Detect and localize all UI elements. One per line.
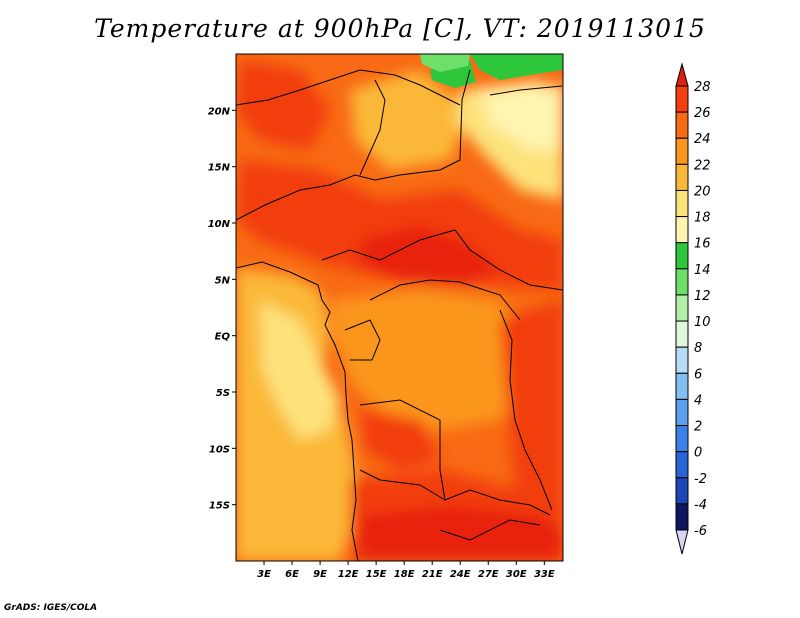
colorbar-bottom-arrow bbox=[675, 529, 689, 555]
colorbar-label: 26 bbox=[694, 106, 711, 121]
colorbar-band bbox=[675, 346, 689, 374]
lon-tick-label: 6E bbox=[285, 569, 299, 580]
temperature-field bbox=[236, 54, 563, 561]
colorbar-label: 0 bbox=[694, 446, 702, 461]
colorbar-band bbox=[675, 111, 689, 139]
colorbar-label: 24 bbox=[694, 132, 711, 147]
field-sahel-core bbox=[360, 225, 500, 285]
lon-tick-label: 18E bbox=[394, 569, 415, 580]
lon-tick-label: 21E bbox=[422, 569, 443, 580]
map-frame bbox=[235, 53, 564, 562]
field-angola-hot bbox=[360, 410, 440, 470]
colorbar-band bbox=[675, 137, 689, 165]
colorbar-band bbox=[675, 451, 689, 479]
colorbar-label: 14 bbox=[694, 263, 711, 278]
map-title: Temperature at 900hPa [C], VT: 201911301… bbox=[94, 14, 706, 43]
colorbar-label: 4 bbox=[694, 393, 702, 408]
colorbar-top-arrow bbox=[675, 62, 689, 87]
credit-label: GrADS: IGES/COLA bbox=[4, 603, 98, 613]
latitude-axis: 20N 15N 10N 5N EQ 5S 10S 15S bbox=[208, 106, 236, 512]
lat-tick-label: 10N bbox=[208, 219, 231, 230]
colorbar-band bbox=[675, 398, 689, 427]
lat-tick-label: 20N bbox=[208, 106, 231, 117]
lon-tick-label: 30E bbox=[506, 569, 527, 580]
field-east-hot bbox=[500, 300, 563, 520]
colorbar-label: 28 bbox=[694, 80, 711, 95]
lat-tick-label: 10S bbox=[209, 444, 230, 455]
lat-tick-label: 5S bbox=[216, 388, 230, 399]
colorbar-label: 8 bbox=[694, 341, 702, 356]
lat-tick-label: EQ bbox=[215, 332, 231, 343]
lon-tick-label: 9E bbox=[313, 569, 327, 580]
colorbar-band bbox=[675, 85, 689, 113]
colorbar-band bbox=[675, 477, 689, 505]
colorbar-label: -6 bbox=[694, 524, 707, 539]
lat-tick-label: 15S bbox=[209, 501, 230, 512]
lon-tick-label: 15E bbox=[366, 569, 387, 580]
field-south-coast bbox=[236, 430, 350, 525]
field-cold-patch bbox=[400, 54, 563, 88]
field-congo bbox=[330, 290, 530, 430]
colorbar-label: 6 bbox=[694, 367, 702, 382]
colorbar-band bbox=[675, 294, 689, 322]
longitude-axis: 3E 6E 9E 12E 15E 18E 21E 24E 27E 30E 33E bbox=[257, 561, 555, 580]
country-borders bbox=[236, 69, 563, 561]
colorbar-label: 20 bbox=[694, 184, 711, 199]
colorbar-label: 10 bbox=[694, 315, 711, 330]
field-ne-cream bbox=[480, 85, 563, 150]
colorbar-label: 2 bbox=[694, 420, 702, 435]
lat-tick-label: 15N bbox=[208, 163, 231, 174]
colorbar-label: -4 bbox=[694, 498, 707, 513]
colorbar-band bbox=[675, 216, 689, 244]
lat-tick-label: 5N bbox=[215, 275, 231, 286]
colorbar-label: 16 bbox=[694, 237, 711, 252]
colorbar-label: 12 bbox=[694, 289, 711, 304]
colorbar-band bbox=[675, 268, 689, 296]
lon-tick-label: 27E bbox=[478, 569, 499, 580]
colorbar-band bbox=[675, 372, 689, 400]
field-ocean-west-cool bbox=[260, 300, 340, 440]
lon-tick-label: 3E bbox=[257, 569, 271, 580]
lon-tick-label: 33E bbox=[534, 569, 555, 580]
colorbar-band bbox=[675, 189, 689, 218]
colorbar-band bbox=[675, 320, 689, 348]
lon-tick-label: 12E bbox=[338, 569, 359, 580]
field-nw-hot bbox=[236, 60, 330, 150]
colorbar-label: 22 bbox=[694, 158, 711, 173]
colorbar-band bbox=[675, 425, 689, 453]
colorbar-label: 18 bbox=[694, 211, 711, 226]
colorbar-band bbox=[675, 163, 689, 191]
colorbar-band bbox=[675, 242, 689, 270]
field-cold-light bbox=[420, 54, 470, 72]
colorbar-band bbox=[675, 503, 689, 531]
lon-tick-label: 24E bbox=[450, 569, 471, 580]
field-south-core bbox=[360, 505, 563, 561]
colorbar-label: -2 bbox=[694, 472, 707, 487]
